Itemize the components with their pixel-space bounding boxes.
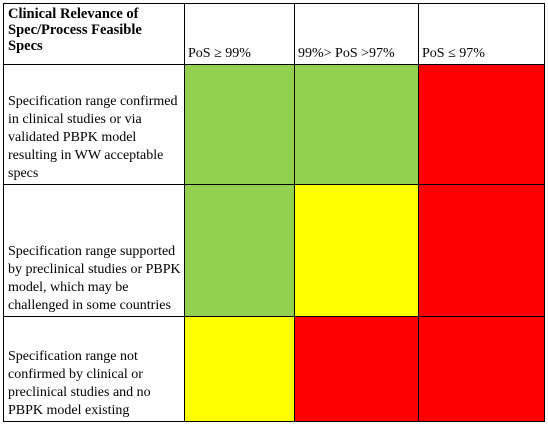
matrix-row-clinical: Specification range confirmed in clinica… [3, 64, 545, 185]
rating-cell [418, 64, 545, 185]
rating-cell [184, 183, 295, 318]
matrix-row-unconfirmed: Specification range not confirmed by cli… [3, 316, 545, 422]
row-label-unconfirmed: Specification range not confirmed by cli… [3, 316, 185, 422]
row-label-preclinical: Specification range supported by preclin… [3, 183, 185, 318]
rating-cell [294, 316, 419, 422]
rating-cell [418, 316, 545, 422]
corner-header-line-3: Specs [8, 38, 43, 54]
column-header-pos-mid: 99%> PoS >97% [294, 2, 419, 66]
rating-cell [184, 316, 295, 422]
header-row: Clinical Relevance of Spec/Process Feasi… [3, 2, 545, 66]
pos-relevance-matrix: Clinical Relevance of Spec/Process Feasi… [3, 2, 545, 422]
row-label-clinical: Specification range confirmed in clinica… [3, 64, 185, 185]
corner-header-line-1: Clinical Relevance of [8, 6, 139, 22]
column-header-pos-high: PoS ≥ 99% [184, 2, 295, 66]
matrix-row-preclinical: Specification range supported by preclin… [3, 183, 545, 318]
rating-cell [184, 64, 295, 185]
rating-cell [418, 183, 545, 318]
rating-cell [294, 183, 419, 318]
corner-header-line-2: Spec/Process Feasible [8, 22, 142, 38]
column-header-pos-low: PoS ≤ 97% [418, 2, 545, 66]
rating-cell [294, 64, 419, 185]
corner-header: Clinical Relevance of Spec/Process Feasi… [3, 2, 185, 66]
